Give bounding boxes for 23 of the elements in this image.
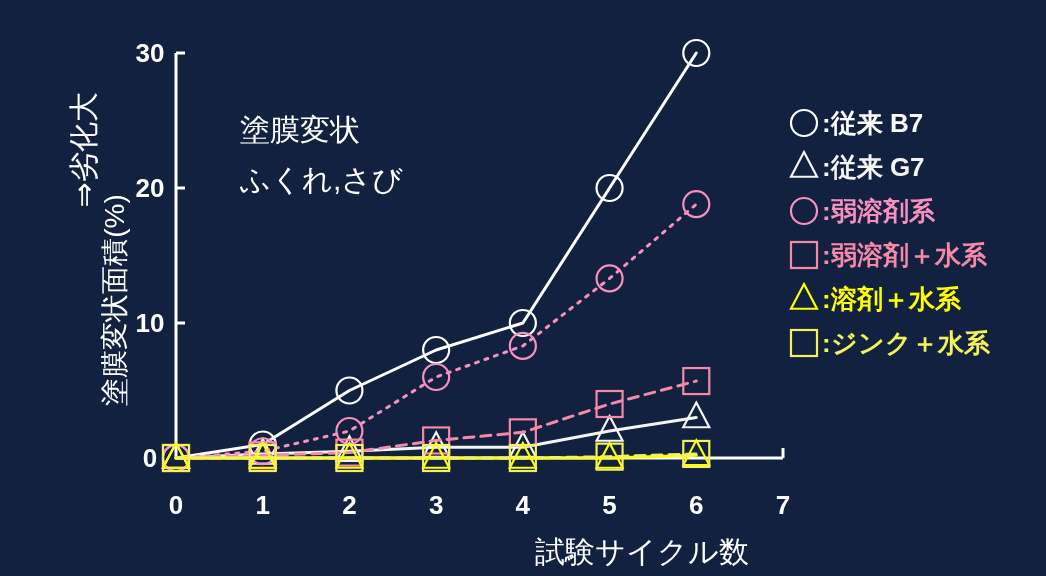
x-tick-label: 6 xyxy=(689,490,704,520)
annotation: ふくれ,さび xyxy=(239,163,404,196)
x-tick-label: 7 xyxy=(775,490,791,520)
x-tick-label: 4 xyxy=(515,490,531,520)
x-tick-label: 2 xyxy=(342,490,357,520)
legend-label: :従来 B7 xyxy=(822,108,924,138)
legend-label: :ジンク＋水系 xyxy=(822,328,991,358)
x-tick-label: 0 xyxy=(168,490,184,520)
x-axis-title: 試験サイクル数 xyxy=(535,535,749,568)
text: ⇒劣化大 xyxy=(67,92,100,208)
legend-label: :溶剤＋水系 xyxy=(822,284,962,314)
y-tick-label: 0 xyxy=(142,443,158,473)
y-tick-label: 20 xyxy=(135,173,165,203)
x-tick-label: 5 xyxy=(602,490,617,520)
legend-label: :弱溶剤＋水系 xyxy=(822,240,988,270)
x-tick-label: 3 xyxy=(428,490,444,520)
y-tick-label: 30 xyxy=(135,38,165,68)
y-axis-title: 塗膜変状面積(%) xyxy=(99,194,130,406)
legend-label: :弱溶剤系 xyxy=(822,196,936,226)
annotation: 塗膜変状 xyxy=(240,113,360,146)
y-tick-label: 10 xyxy=(135,308,165,338)
legend-label: :従来 G7 xyxy=(822,152,925,182)
x-tick-label: 1 xyxy=(255,490,270,520)
